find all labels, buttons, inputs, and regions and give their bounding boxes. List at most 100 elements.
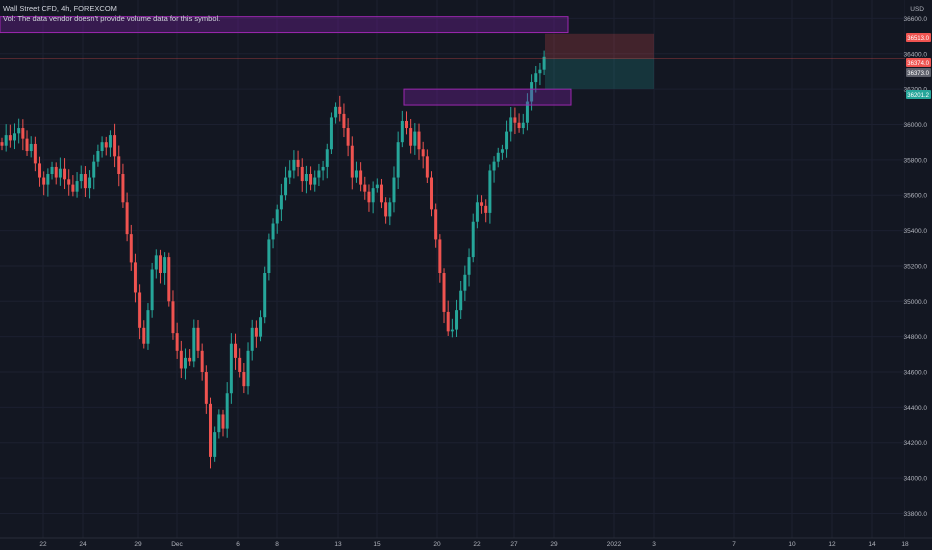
candle-body [400, 120, 404, 143]
candle-down [67, 169, 71, 196]
candle-body [509, 117, 513, 132]
candle-body [163, 257, 167, 274]
candle-body [150, 269, 154, 311]
x-tick-label: 12 [828, 541, 836, 548]
candle-down [242, 363, 246, 394]
candle-up [279, 183, 283, 222]
candle-body [54, 166, 58, 178]
candle-body [183, 357, 187, 369]
candle-up [288, 160, 292, 185]
price-axis-bg [905, 0, 932, 550]
candle-down [438, 234, 442, 283]
candle-body [413, 131, 417, 146]
candle-body [371, 188, 375, 203]
candle-down [38, 156, 42, 187]
candle-body [33, 143, 37, 164]
candle-body [229, 343, 233, 394]
price-tag-bg [906, 68, 931, 77]
candle-body [488, 170, 492, 213]
candle-body [121, 174, 125, 203]
candle-down [142, 320, 146, 349]
candle-body [455, 310, 459, 330]
y-tick-label: 34800.0 [904, 334, 928, 341]
candle-down [254, 320, 258, 348]
candle-down [446, 300, 450, 336]
candle-down [513, 107, 517, 135]
candle-down [404, 111, 408, 135]
position-target-area [545, 58, 654, 89]
candle-body [517, 122, 521, 129]
candle-body [259, 317, 263, 337]
candle-body [38, 163, 42, 178]
candle-body [484, 205, 488, 213]
candle-body [42, 177, 46, 185]
candle-body [142, 327, 146, 344]
y-tick-label: 34200.0 [904, 440, 928, 447]
candle-up [284, 166, 288, 201]
candle-body [242, 372, 246, 387]
x-tick-label: 22 [473, 541, 481, 548]
candle-down [238, 348, 242, 378]
candle-body [288, 170, 292, 178]
candle-body [175, 333, 179, 351]
candle-body [304, 174, 308, 182]
candle-body [267, 239, 271, 274]
candle-body [492, 161, 496, 171]
candle-down [54, 162, 58, 185]
candle-up [50, 161, 54, 180]
candle-up [534, 65, 538, 93]
candle-up [396, 131, 400, 190]
candle-down [359, 162, 363, 192]
candle-body [29, 143, 33, 152]
candle-up [46, 168, 50, 197]
candle-body [67, 179, 71, 185]
candle-down [200, 343, 204, 381]
y-tick-label: 36400.0 [904, 51, 928, 58]
candle-body [88, 177, 92, 189]
candle-body [363, 184, 367, 192]
x-tick-label: 10 [788, 541, 796, 548]
x-tick-label: 6 [236, 541, 240, 548]
candle-body [421, 149, 425, 157]
candle-body [359, 170, 363, 185]
candle-body [100, 142, 104, 152]
price-tag-bg [906, 33, 931, 42]
y-tick-label: 34400.0 [904, 405, 928, 412]
candle-body [46, 174, 50, 185]
candle-up [463, 265, 467, 301]
candle-body [417, 131, 421, 150]
candle-body [542, 56, 546, 70]
volume-note: Vol: The data vendor doesn't provide vol… [3, 14, 221, 23]
candle-up [154, 249, 158, 279]
candle-body [500, 149, 504, 153]
candle-body [430, 177, 434, 210]
candle-up [500, 144, 504, 160]
candle-up [88, 170, 92, 199]
candle-down [350, 136, 354, 190]
x-tick-label: 22 [39, 541, 47, 548]
candle-body [404, 120, 408, 129]
candle-body [530, 82, 534, 102]
candle-body [425, 156, 429, 178]
candle-down [300, 158, 304, 192]
candle-down [188, 349, 192, 366]
candle-up [509, 106, 513, 142]
price-tag: 36373.0 [906, 68, 931, 77]
candle-body [309, 174, 313, 185]
x-tick-label: 20 [433, 541, 441, 548]
candle-up [304, 165, 308, 194]
candle-body [133, 262, 137, 293]
x-tick-label: 29 [550, 541, 558, 548]
candle-up [413, 123, 417, 155]
candle-down [417, 123, 421, 160]
candle-body [254, 327, 258, 337]
candle-up [4, 124, 8, 152]
candle-down [133, 253, 137, 303]
candle-down [409, 119, 413, 154]
candle-down [113, 123, 117, 168]
candle-up [325, 143, 329, 179]
candle-body [338, 106, 342, 114]
candle-body [154, 255, 158, 270]
candle-body [146, 310, 150, 344]
